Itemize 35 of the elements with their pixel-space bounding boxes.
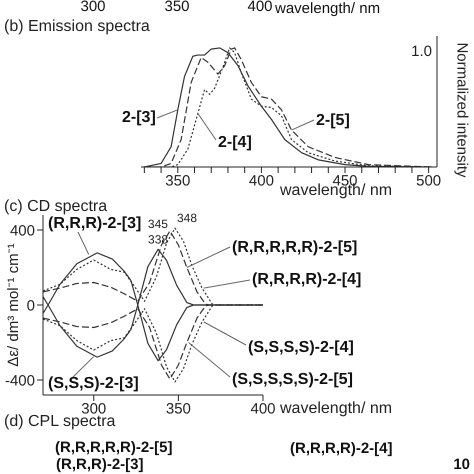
annotation: 1.0 — [411, 43, 432, 60]
text: wavelength/ nm — [275, 0, 380, 17]
text: (R,R,R,R)-2-[4] — [290, 440, 392, 457]
annotation: (R,R,R)-2-[3] — [48, 215, 142, 232]
x-tick-label: 350 — [165, 172, 190, 190]
annotation: 345 — [148, 216, 168, 231]
text: (R,R,R)-2-[3] — [56, 456, 144, 473]
y-tick-label: 0 — [26, 297, 35, 314]
x-tick-label: 500 — [416, 172, 442, 190]
y-axis-title: Normalized intensity — [454, 42, 470, 178]
annotation: 2-[3] — [122, 109, 156, 126]
x-tick-label: 400 — [250, 400, 276, 418]
x-axis-title: wavelength/ nm — [280, 400, 392, 418]
chart-title: (b) Emission spectra — [4, 18, 150, 36]
annotation: (S,S,S,S)-2-[4] — [248, 339, 354, 356]
x-tick-label: 400 — [248, 172, 274, 190]
annotation: (S,S,S,S,S)-2-[5] — [232, 371, 353, 388]
annotation: 2-[4] — [218, 134, 252, 151]
annotation: (R,R,R,R)-2-[4] — [252, 271, 362, 288]
text: (R,R,R,R,R)-2-[5] — [55, 439, 172, 456]
annotation: 2-[5] — [316, 112, 350, 129]
annotation: 338 — [148, 232, 168, 246]
y-tick-label: -400 — [4, 372, 35, 390]
y-tick-label: 400 — [10, 222, 35, 240]
chart-title: (c) CD spectra — [4, 198, 108, 216]
text: 400 — [247, 0, 273, 15]
annotation: (R,R,R,R,R)-2-[5] — [232, 239, 358, 256]
text: (d) CPL spectra — [4, 413, 116, 431]
text: 10 — [453, 456, 470, 473]
x-tick-label: 350 — [166, 400, 191, 418]
annotation: (S,S,S)-2-[3] — [48, 375, 139, 392]
text: 350 — [164, 0, 190, 15]
text: 300 — [80, 0, 106, 15]
y-axis-title: Δε/ dm³ mol⁻¹ cm⁻¹ — [4, 243, 22, 367]
annotation: 348 — [177, 211, 198, 226]
